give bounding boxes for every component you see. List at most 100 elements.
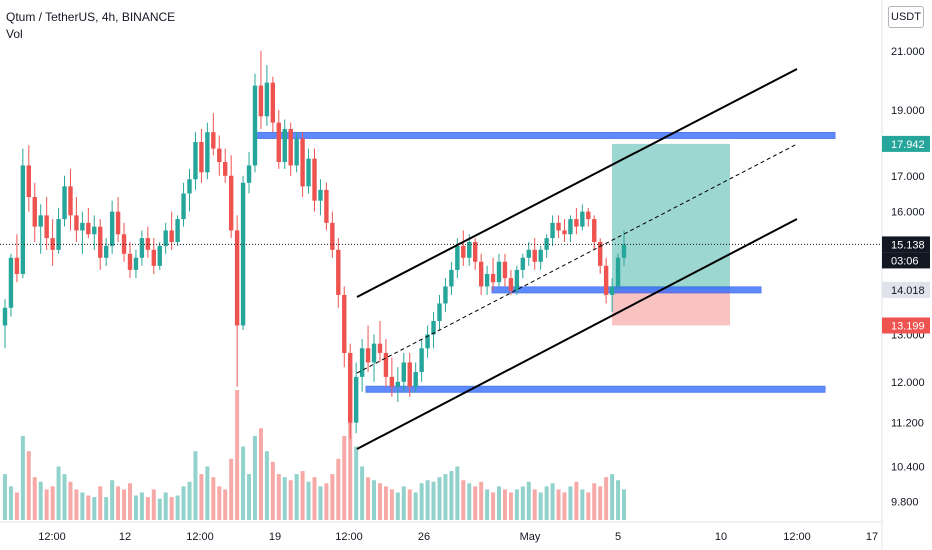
candle-body: [175, 219, 180, 242]
time-tick-label: 12:00: [783, 531, 811, 543]
price-tag: [882, 281, 930, 298]
currency-button[interactable]: USDT: [888, 6, 924, 28]
volume-bar: [395, 492, 400, 520]
volume-bar: [247, 474, 252, 520]
candle-body: [62, 186, 67, 220]
channel-midline[interactable]: [356, 143, 798, 374]
candle-body: [282, 128, 287, 163]
candle-body: [473, 241, 478, 262]
support-zone[interactable]: [365, 385, 826, 393]
volume-bar: [407, 489, 412, 520]
volume-bar: [264, 451, 269, 520]
loss-zone: [612, 289, 730, 326]
volume-bar: [276, 474, 281, 520]
time-tick-label: 12: [119, 531, 131, 543]
candle-body: [490, 273, 496, 283]
candle-body: [246, 165, 252, 183]
candle-body: [228, 175, 234, 231]
volume-bar: [300, 471, 305, 520]
time-tick-label: 26: [418, 531, 430, 543]
candle-body: [288, 128, 293, 166]
volume-bar: [3, 474, 7, 520]
volume-bar: [425, 480, 430, 520]
price-tag: [882, 236, 930, 253]
volume-bar: [342, 435, 347, 520]
volume-bar: [574, 481, 579, 520]
volume-bar: [241, 446, 246, 520]
candle-body: [353, 376, 359, 423]
volume-bar: [372, 480, 377, 520]
entry-zone[interactable]: [491, 286, 762, 294]
resistance-zone[interactable]: [253, 131, 836, 139]
candle-body: [407, 362, 412, 387]
candle-body: [324, 189, 329, 223]
candle-body: [223, 162, 228, 176]
candle-body: [621, 244, 627, 258]
volume-bar: [294, 474, 299, 520]
volume-bar: [151, 489, 156, 520]
volume-bar: [312, 477, 317, 520]
volume-bar: [211, 477, 216, 520]
volume-bar: [50, 486, 55, 520]
candle-body: [603, 265, 609, 295]
volume-bar: [508, 492, 513, 520]
candle-body: [609, 286, 615, 295]
price-tick-label: 16.000: [891, 207, 925, 219]
candle-body: [92, 226, 97, 235]
candle-body: [371, 343, 377, 363]
candle-body: [568, 219, 573, 235]
volume-bar: [354, 446, 359, 520]
price-tag-label: 15.138: [891, 239, 925, 251]
time-tick-label: 12:00: [186, 531, 214, 543]
candle-body: [574, 219, 579, 227]
volume-bar: [401, 486, 406, 520]
volume-bar: [235, 390, 240, 520]
candle-body: [484, 273, 490, 287]
volume-bar: [8, 486, 13, 520]
volume-bar: [122, 489, 127, 520]
candle-body: [597, 241, 603, 266]
volume-bar: [610, 474, 615, 520]
candle-body: [508, 278, 514, 291]
candle-body: [336, 249, 341, 295]
volume-bar: [550, 483, 555, 520]
price-tag-label: 13.199: [891, 320, 925, 332]
volume-bar: [282, 477, 287, 520]
profit-zone: [612, 143, 730, 290]
candle-body: [431, 320, 436, 335]
candle-body: [20, 165, 26, 274]
candle-body: [443, 286, 448, 304]
price-tick-label: 12.000: [891, 377, 925, 389]
candle-body: [193, 141, 198, 180]
candle-body: [377, 343, 383, 353]
channel-lower-line[interactable]: [356, 218, 798, 450]
volume-bar: [217, 486, 222, 520]
volume-bar: [467, 483, 472, 520]
candle-body: [240, 182, 246, 326]
candle-body: [44, 215, 49, 239]
symbol-title: Qtum / TetherUS, 4h, BINANCE: [6, 10, 176, 24]
candle-body: [14, 257, 20, 274]
volume-bar: [455, 466, 460, 520]
volume-bar: [104, 497, 109, 520]
volume-bar: [431, 481, 436, 520]
volume-bar: [26, 451, 31, 520]
candle-body: [342, 294, 347, 353]
volume-bar: [187, 481, 192, 520]
volume-bar: [252, 435, 257, 520]
candle-body: [615, 257, 621, 287]
candle-body: [318, 189, 323, 201]
volume-bar: [538, 492, 543, 520]
volume-bar: [127, 483, 132, 520]
candle-body: [467, 241, 472, 258]
volume-bar: [258, 428, 263, 520]
candle-body: [68, 186, 73, 216]
candle-body: [169, 230, 174, 242]
candle-body: [348, 352, 353, 423]
candle-body: [401, 362, 406, 382]
volume-bar: [526, 481, 531, 520]
channel-upper-line[interactable]: [356, 68, 798, 298]
time-tick-label: May: [520, 531, 541, 543]
